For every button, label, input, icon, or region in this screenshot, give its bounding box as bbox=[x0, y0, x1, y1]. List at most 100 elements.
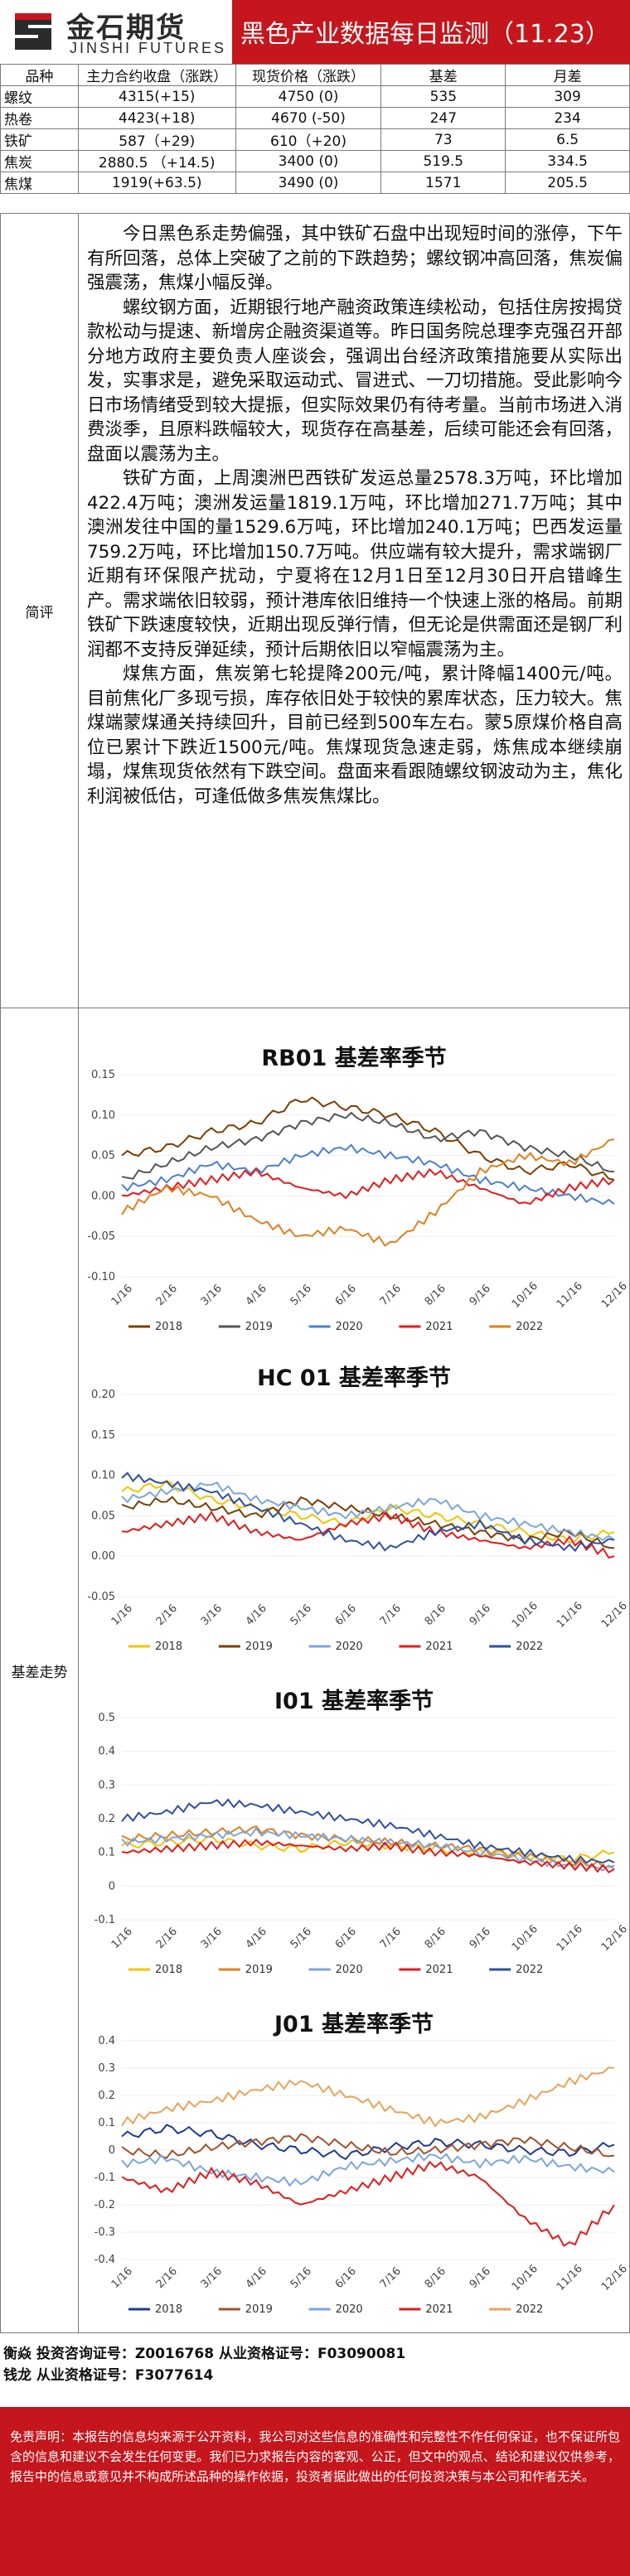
report-header: 金石期货 JINSHI FUTURES 黑色产业数据每日监测（11.23） bbox=[0, 0, 630, 64]
x-tick-label: 6/16 bbox=[333, 1602, 359, 1628]
col-header: 品种 bbox=[0, 64, 79, 86]
series-line-2018 bbox=[121, 1096, 615, 1181]
legend-label: 2020 bbox=[336, 1641, 363, 1653]
table-cell: 4423(+18) bbox=[77, 107, 236, 129]
y-tick-label: 0.00 bbox=[91, 1190, 115, 1202]
x-tick-label: 12/16 bbox=[599, 1923, 629, 1954]
x-tick-label: 9/16 bbox=[468, 2265, 493, 2291]
chart-title: J01 基差率季节 bbox=[274, 2012, 434, 2037]
analyst-line: 钱龙 从业资格证号：F3077614 bbox=[3, 2367, 214, 2384]
x-tick-label: 10/16 bbox=[510, 2263, 540, 2293]
y-tick-label: 0.20 bbox=[91, 1389, 115, 1401]
x-tick-label: 9/16 bbox=[468, 1926, 493, 1951]
legend-label: 2020 bbox=[336, 1964, 363, 1976]
legend-label: 2022 bbox=[516, 1964, 543, 1976]
x-tick-label: 4/16 bbox=[244, 2265, 269, 2291]
col-header: 月差 bbox=[505, 64, 630, 86]
x-tick-label: 8/16 bbox=[423, 1602, 448, 1628]
summary-paragraph: 铁矿方面，上周澳洲巴西铁矿发运总量2578.3万吨，环比增加422.4万吨；澳洲… bbox=[87, 468, 623, 660]
chart-title: RB01 基差率季节 bbox=[261, 1046, 447, 1071]
y-tick-label: 0.4 bbox=[98, 2035, 115, 2047]
y-tick-label: 0.00 bbox=[91, 1550, 115, 1563]
chart-i01-svg: 0.5 0.4 0.3 0.2 0.1 0 -0.11/16 2/16 3/16 4/16 5/16… bbox=[94, 1712, 629, 1976]
y-tick-label: 0.5 bbox=[98, 1712, 115, 1724]
legend-label: 2021 bbox=[425, 1964, 453, 1976]
y-tick-label: -0.05 bbox=[87, 1591, 115, 1603]
series-line-2021 bbox=[121, 1510, 615, 1559]
series-line-2019 bbox=[121, 2133, 615, 2159]
x-tick-label: 6/16 bbox=[333, 1283, 359, 1308]
y-tick-label: 0.05 bbox=[91, 1150, 115, 1162]
y-tick-label: -0.05 bbox=[87, 1230, 115, 1243]
col-header: 现货价格（涨跌） bbox=[235, 64, 382, 86]
x-tick-label: 3/16 bbox=[199, 2265, 225, 2291]
table-cell: 铁矿 bbox=[0, 128, 79, 151]
basis-label: 基差走势 bbox=[1, 1008, 79, 2332]
price-table-header: 品种 主力合约收盘（涨跌） 现货价格（涨跌） 基差 月差 bbox=[0, 64, 630, 86]
table-cell: 6.5 bbox=[505, 128, 630, 151]
table-row: 焦炭 2880.5 （+14.5) 3400 (0) 519.5 334.5 bbox=[0, 150, 630, 172]
analyst-line: 衡焱 投资咨询证号：Z0016768 从业资格证号：F03090081 bbox=[3, 2346, 406, 2362]
chart-rb01-svg: 0.15 0.10 0.05 0.00 -0.05 -0.101/16 2/16 3/16 4/… bbox=[87, 1069, 629, 1333]
table-cell: 焦煤 bbox=[0, 172, 79, 194]
x-tick-label: 1/16 bbox=[109, 1602, 135, 1628]
y-tick-label: 0.2 bbox=[98, 2090, 115, 2102]
x-tick-label: 10/16 bbox=[510, 1923, 540, 1954]
price-table: 品种 主力合约收盘（涨跌） 现货价格（涨跌） 基差 月差 螺纹 4315(+15… bbox=[0, 64, 630, 194]
x-tick-label: 9/16 bbox=[468, 1283, 493, 1308]
x-tick-label: 5/16 bbox=[288, 2265, 314, 2291]
summary-section: 简评 今日黑色系走势偏强，其中铁矿石盘中出现短时间的涨停，下午有所回落，总体上突… bbox=[0, 213, 630, 1008]
logo-cn-text: 金石期货 bbox=[66, 12, 186, 45]
y-tick-label: -0.2 bbox=[94, 2199, 115, 2211]
table-cell: 234 bbox=[505, 107, 630, 129]
y-tick-label: 0.4 bbox=[98, 1746, 115, 1758]
x-tick-label: 11/16 bbox=[555, 2263, 585, 2293]
y-tick-label: 0.10 bbox=[91, 1470, 115, 1482]
y-tick-label: 0.05 bbox=[91, 1510, 115, 1522]
col-header: 主力合约收盘（涨跌） bbox=[77, 64, 236, 86]
x-tick-label: 11/16 bbox=[555, 1280, 585, 1311]
series-line-2022 bbox=[121, 1138, 615, 1247]
table-cell: 247 bbox=[380, 107, 506, 129]
series-line-2020 bbox=[121, 2152, 615, 2187]
x-tick-label: 11/16 bbox=[555, 1923, 585, 1954]
chart-j01: J01 基差率季节 0.4 0.3 0.2 0.1 0 -0.1 -0.2 -0.3 -0.4 1… bbox=[79, 1994, 629, 2326]
series-line-2019 bbox=[121, 1496, 615, 1549]
chart-title: HC 01 基差率季节 bbox=[257, 1365, 451, 1391]
chart-j01-svg: 0.4 0.3 0.2 0.1 0 -0.1 -0.2 -0.3 -0.41/16 2/16 3/1… bbox=[94, 2035, 629, 2316]
x-tick-label: 10/16 bbox=[510, 1600, 540, 1631]
summary-paragraph: 煤焦方面，焦炭第七轮提降200元/吨，累计降幅1400元/吨。目前焦化厂多现亏损… bbox=[87, 664, 623, 807]
series-line-2019 bbox=[121, 1111, 615, 1180]
chart-hc01-svg: 0.20 0.15 0.10 0.05 0.00 -0.051/16 2/16 3/16 4/1… bbox=[87, 1389, 629, 1653]
x-tick-label: 8/16 bbox=[423, 1926, 448, 1951]
y-tick-label: 0.3 bbox=[98, 1779, 115, 1791]
y-tick-label: 0 bbox=[109, 2144, 115, 2157]
table-cell: 610（+20) bbox=[235, 128, 382, 151]
x-tick-label: 6/16 bbox=[333, 2265, 359, 2291]
series-line-2021 bbox=[121, 2160, 615, 2248]
legend-label: 2020 bbox=[336, 1321, 363, 1333]
x-tick-label: 1/16 bbox=[109, 1926, 135, 1951]
table-cell: 1571 bbox=[380, 172, 506, 194]
legend-label: 2018 bbox=[155, 2303, 182, 2316]
x-tick-label: 12/16 bbox=[599, 2263, 629, 2293]
legend-label: 2021 bbox=[425, 2303, 453, 2316]
y-tick-label: 0.1 bbox=[98, 2117, 115, 2129]
series-line-2022 bbox=[121, 2066, 615, 2128]
legend-label: 2018 bbox=[155, 1641, 182, 1653]
x-tick-label: 12/16 bbox=[599, 1600, 629, 1631]
x-tick-label: 5/16 bbox=[288, 1283, 314, 1308]
x-tick-label: 2/16 bbox=[154, 1602, 180, 1628]
table-row: 螺纹 4315(+15) 4750 (0) 535 309 bbox=[0, 85, 630, 108]
table-cell: 3400 (0) bbox=[235, 150, 382, 172]
table-cell: 73 bbox=[380, 128, 506, 151]
legend-label: 2021 bbox=[425, 1641, 453, 1653]
x-tick-label: 2/16 bbox=[154, 2265, 180, 2291]
logo: 金石期货 JINSHI FUTURES bbox=[0, 0, 232, 64]
legend-label: 2020 bbox=[336, 2303, 363, 2316]
x-tick-label: 7/16 bbox=[378, 2265, 404, 2291]
series-line-2022 bbox=[121, 1472, 615, 1553]
x-tick-label: 8/16 bbox=[423, 1283, 448, 1308]
legend-label: 2022 bbox=[516, 1641, 543, 1653]
legend-label: 2022 bbox=[516, 2303, 543, 2316]
